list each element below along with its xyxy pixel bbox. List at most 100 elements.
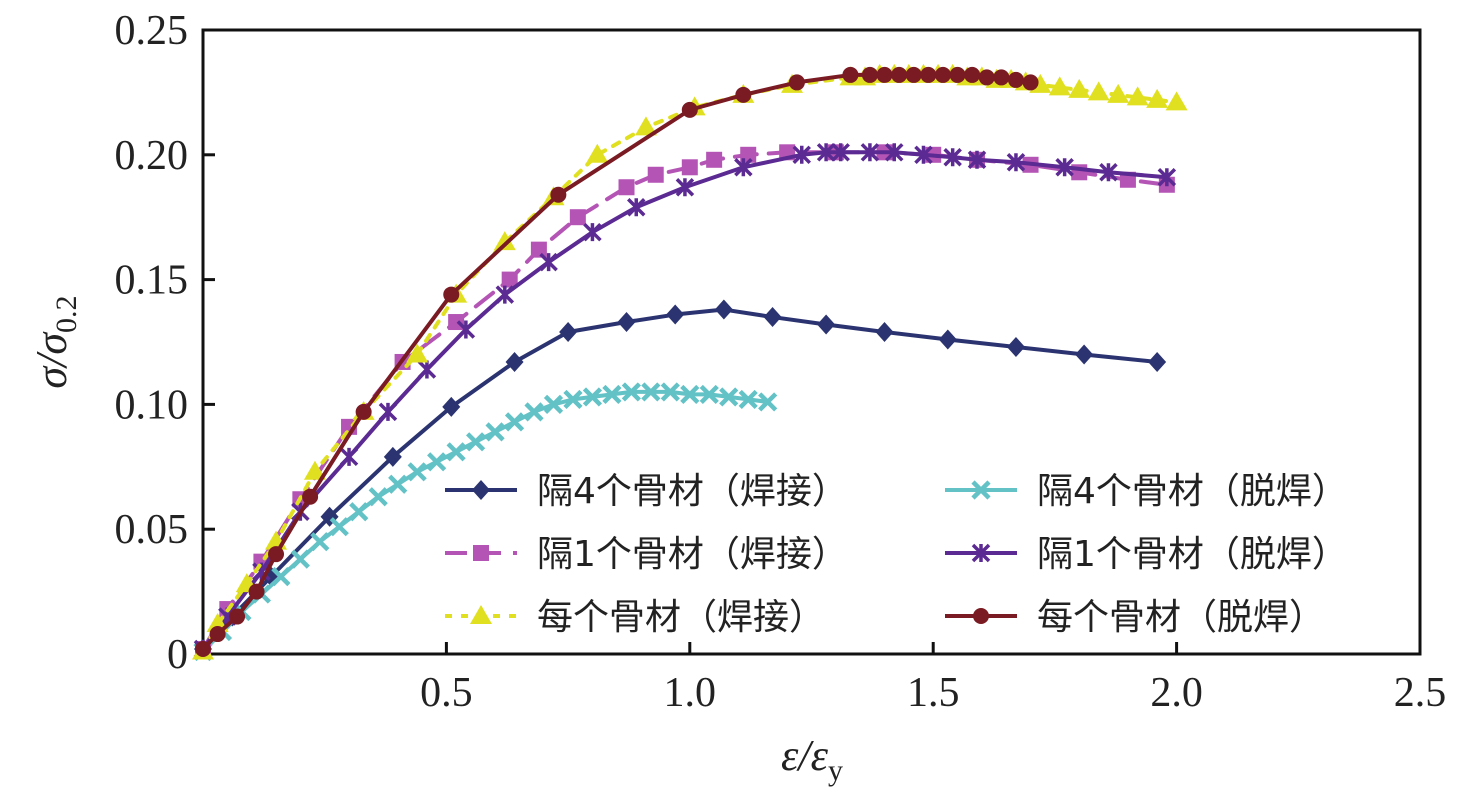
y-axis-label-main: σ/σ [27,331,76,389]
y-axis-label: σ/σ0.2 [27,295,83,388]
x-axis-label-main: ε/ε [781,731,829,780]
legend-swatch-marker [470,605,492,624]
legend-item: 每个骨材（焊接） [445,597,825,638]
data-point [949,66,966,83]
x-axis-label: ε/εy [781,731,843,787]
data-point [303,460,326,480]
data-point [967,150,987,170]
data-point [788,74,805,91]
data-point [268,546,285,563]
data-point [816,143,836,162]
data-point [706,151,723,168]
legend-label: 每个骨材（焊接） [537,597,825,638]
data-point [875,322,894,343]
data-point [1148,351,1167,372]
data-point [1146,88,1169,108]
data-point [675,178,695,197]
series-1 [194,299,1167,660]
data-point [758,392,778,412]
legend: 隔4个骨材（焊接） 隔4个骨材（脱焊） 隔1个骨材（焊接） 隔1个骨材（脱焊） 每个骨材… [445,471,1348,638]
legend-label: 隔4个骨材（焊接） [537,471,848,512]
data-point [860,143,880,162]
legend-item: 隔1个骨材（焊接） [445,534,848,575]
legend-swatch-marker [472,480,490,500]
data-point [543,394,564,414]
data-point [621,382,641,402]
data-point [1022,74,1039,91]
data-point [493,231,516,251]
data-point [681,159,698,176]
data-point [1048,76,1071,96]
data-point [602,384,622,405]
data-point [734,158,753,177]
legend-item: 隔1个骨材（脱焊） [945,534,1348,575]
data-point [934,66,951,83]
legend-label: 每个骨材（脱焊） [1037,597,1325,638]
data-point [582,387,603,407]
y-tick-label: 0.25 [115,8,189,54]
series-layer [192,63,1188,662]
data-point [680,384,700,405]
data-point [842,66,859,83]
data-point [563,389,583,409]
data-point [714,299,733,320]
x-tick-label: 2.5 [1394,670,1447,716]
x-tick-label: 1.0 [664,670,717,716]
data-point [792,145,812,165]
data-point [485,422,505,442]
plot-frame [201,28,1422,656]
x-axis-label-sub: y [828,754,843,787]
legend-label: 隔1个骨材（焊接） [537,534,848,575]
data-point [943,148,962,167]
data-point [1157,168,1177,187]
data-point [406,343,429,363]
data-point [229,608,246,625]
y-tick-label: 0.20 [115,133,189,179]
data-point [666,304,685,325]
data-point [993,69,1010,86]
data-point [586,143,609,163]
data-point [290,549,310,569]
series-6 [195,66,1039,658]
data-point [388,474,408,494]
series-4 [193,143,1177,659]
data-point [920,66,937,83]
data-point [914,145,933,165]
x-axis-ticks: 0.5 1.0 1.5 2.0 2.5 [420,642,1446,716]
data-point [443,286,460,303]
data-point [195,641,211,658]
legend-swatch-marker [971,543,991,563]
data-point [861,66,878,83]
y-tick-label: 0.10 [115,382,189,428]
data-point [719,387,739,407]
data-point [627,197,646,217]
y-tick-label: 0 [167,632,188,678]
legend-swatch-marker [473,545,489,561]
data-point [427,452,447,472]
data-point [1099,163,1118,182]
data-point [349,502,369,522]
data-point [1068,78,1091,98]
data-point [617,312,636,333]
data-point [209,626,226,643]
data-point [524,402,544,422]
data-point [1055,158,1074,177]
y-tick-label: 0.15 [115,258,189,304]
data-point [699,384,719,405]
data-point [505,351,524,372]
data-point [735,86,752,103]
y-tick-label: 0.05 [115,507,189,553]
data-point [446,442,466,462]
data-point [1006,153,1026,172]
data-point [817,314,836,335]
x-tick-label: 2.0 [1150,670,1203,716]
data-point [504,412,525,432]
data-point [618,179,635,196]
legend-swatch-marker [973,608,989,624]
data-point [938,329,957,350]
data-point [466,432,486,452]
legend-label: 隔1个骨材（脱焊） [1037,534,1348,575]
data-point [831,143,850,162]
data-point [569,209,586,226]
